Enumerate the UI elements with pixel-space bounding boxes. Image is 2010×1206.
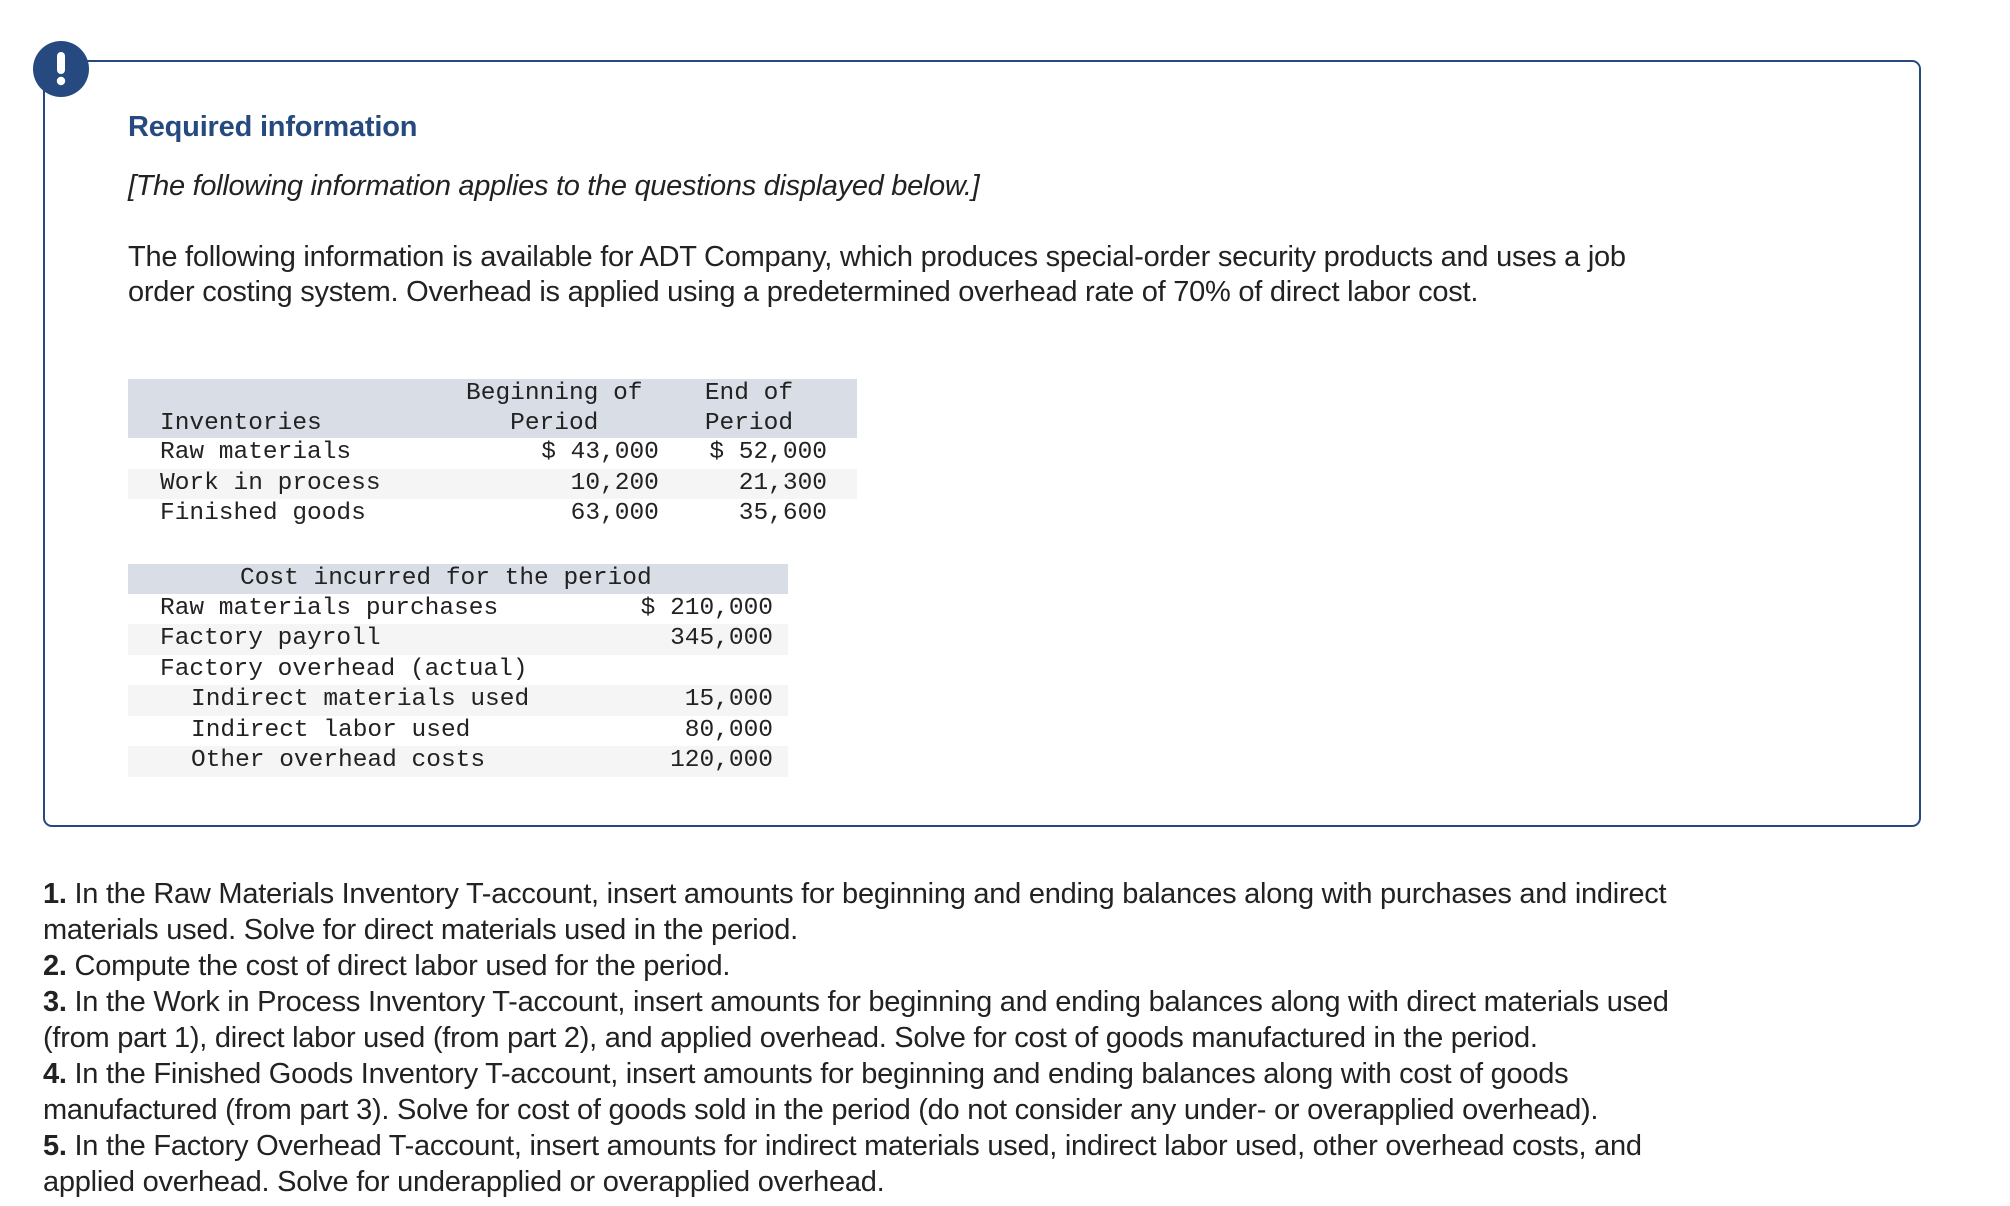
- row-label: Other overhead costs: [128, 746, 611, 777]
- header-line: End of: [704, 380, 794, 407]
- question-5: 5. In the Factory Overhead T-account, in…: [43, 1128, 1669, 1164]
- beginning-value: 10,200: [447, 468, 661, 499]
- applies-note: [The following information applies to th…: [128, 170, 980, 202]
- question-number: 2.: [43, 950, 67, 982]
- question-1: 1. In the Raw Materials Inventory T-acco…: [43, 876, 1669, 912]
- table-row: Other overhead costs 120,000: [128, 746, 788, 777]
- end-value: 21,300: [660, 468, 857, 499]
- intro-paragraph: The following information is available f…: [128, 240, 1626, 310]
- required-information-heading: Required information: [128, 111, 418, 143]
- intro-line: The following information is available f…: [128, 241, 1626, 273]
- row-label: Work in process: [128, 468, 448, 499]
- question-text: In the Work in Process Inventory T-accou…: [66, 986, 1669, 1018]
- row-value: [611, 655, 788, 686]
- beginning-value: 63,000: [570, 500, 659, 527]
- costs-header-row: Cost incurred for the period: [128, 564, 788, 594]
- end-of-period-column-header: End of Period: [660, 379, 857, 438]
- inventories-table: Inventories Beginning of Period End of P…: [128, 379, 857, 530]
- row-value: 80,000: [684, 716, 773, 744]
- inventories-column-header: Inventories: [128, 379, 448, 438]
- exclamation-glyph: [56, 52, 66, 86]
- end-value: 35,600: [738, 500, 827, 527]
- question-4: 4. In the Finished Goods Inventory T-acc…: [43, 1056, 1669, 1092]
- question-3-continued: (from part 1), direct labor used (from p…: [43, 1022, 1538, 1054]
- question-1-continued: materials used. Solve for direct materia…: [43, 914, 798, 946]
- question-3: 3. In the Work in Process Inventory T-ac…: [43, 984, 1669, 1020]
- question-text: In the Raw Materials Inventory T-account…: [66, 878, 1667, 910]
- intro-line: order costing system. Overhead is applie…: [128, 276, 1479, 308]
- beginning-of-period-column-header: Beginning of Period: [447, 379, 661, 438]
- end-value: $ 52,000: [709, 439, 827, 466]
- beginning-value: $ 43,000: [541, 439, 659, 466]
- row-label: Indirect labor used: [191, 716, 471, 744]
- required-information-panel: [43, 60, 1921, 827]
- costs-table-header: Cost incurred for the period: [128, 564, 788, 594]
- table-row: Factory payroll 345,000: [128, 624, 788, 655]
- exclamation-icon: [33, 41, 89, 97]
- table-row: Finished goods 63,000 35,600: [128, 499, 857, 530]
- question-4-continued: manufactured (from part 3). Solve for co…: [43, 1094, 1599, 1126]
- question-text: In the Finished Goods Inventory T-accoun…: [66, 1058, 1569, 1090]
- row-label: Raw materials purchases: [160, 594, 499, 622]
- row-value: 120,000: [610, 746, 788, 777]
- table-row: Raw materials $ 43,000 $ 52,000: [128, 438, 857, 469]
- row-value: 345,000: [610, 624, 788, 655]
- inventories-header-row: Inventories Beginning of Period End of P…: [128, 379, 857, 438]
- table-row: Work in process 10,200 21,300: [128, 468, 857, 499]
- table-row: Raw materials purchases $ 210,000: [128, 594, 788, 625]
- row-label: Factory payroll: [128, 624, 611, 655]
- header-line: Period: [510, 409, 599, 437]
- question-number: 1.: [43, 878, 67, 910]
- question-text: In the Factory Overhead T-account, inser…: [66, 1130, 1642, 1162]
- row-value: 15,000: [610, 685, 788, 716]
- question-2: 2. Compute the cost of direct labor used…: [43, 948, 1669, 984]
- header-line: Beginning of: [466, 380, 643, 407]
- question-5-continued: applied overhead. Solve for underapplied…: [43, 1166, 885, 1198]
- question-number: 3.: [43, 986, 67, 1018]
- row-label: Raw materials: [160, 439, 352, 466]
- question-number: 4.: [43, 1058, 67, 1090]
- row-label: Finished goods: [160, 500, 366, 527]
- table-row: Indirect materials used 15,000: [128, 685, 788, 716]
- question-list: 1. In the Raw Materials Inventory T-acco…: [43, 876, 1669, 1200]
- question-number: 5.: [43, 1130, 67, 1162]
- question-text: Compute the cost of direct labor used fo…: [66, 950, 731, 982]
- costs-incurred-table: Cost incurred for the period Raw materia…: [128, 564, 788, 777]
- row-value: $ 210,000: [640, 594, 773, 622]
- row-label: Indirect materials used: [128, 685, 611, 716]
- table-row: Indirect labor used 80,000: [128, 716, 788, 747]
- row-label: Factory overhead (actual): [160, 655, 528, 683]
- table-row: Factory overhead (actual): [128, 655, 788, 686]
- header-line: Period: [704, 409, 794, 437]
